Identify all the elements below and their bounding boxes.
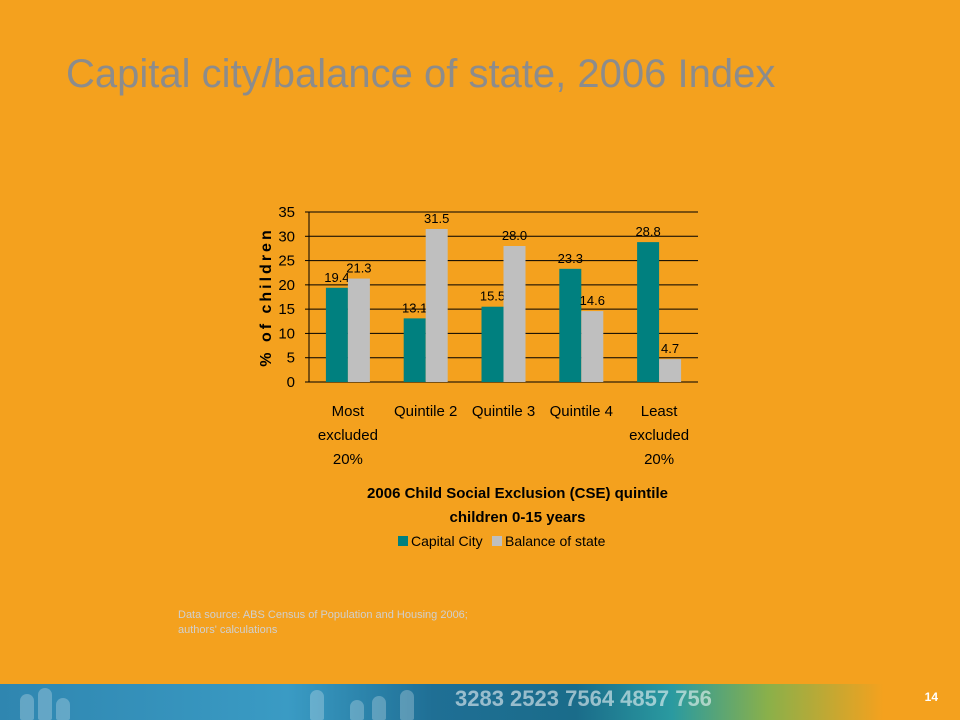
- page-number: 14: [924, 690, 938, 704]
- y-tick-label: 15: [278, 301, 295, 318]
- data-label: 19.4: [324, 270, 349, 285]
- bar-capital-city: [559, 268, 582, 382]
- data-label: 28.8: [635, 224, 660, 239]
- data-source-line: authors' calculations: [178, 624, 278, 636]
- bar-balance-of-state: [347, 278, 370, 382]
- x-tick-label: Quintile 2: [394, 403, 457, 420]
- x-tick-label: 20%: [644, 451, 674, 468]
- bar-capital-city: [325, 287, 348, 382]
- data-label: 13.1: [402, 300, 427, 315]
- y-tick-label: 30: [278, 228, 295, 245]
- legend-swatch-capital-city: [398, 536, 408, 546]
- x-tick-label: Quintile 4: [550, 403, 613, 420]
- data-source-line: Data source: ABS Census of Population an…: [178, 609, 468, 621]
- person-figure-icon: [372, 696, 386, 720]
- y-tick-label: 5: [287, 350, 295, 367]
- x-tick-label: Quintile 3: [472, 403, 535, 420]
- data-label: 28.0: [502, 228, 527, 243]
- data-label: 23.3: [558, 251, 583, 266]
- y-tick-label: 0: [287, 374, 295, 391]
- y-tick-label: 20: [278, 277, 295, 294]
- x-tick-label: Least: [641, 403, 679, 420]
- y-axis-label: % of children: [258, 227, 275, 366]
- legend-label: Balance of state: [505, 533, 606, 549]
- bar-balance-of-state: [581, 311, 604, 382]
- data-label: 21.3: [346, 261, 371, 276]
- person-figure-icon: [400, 690, 414, 720]
- footer-decoration-band: 3283 2523 7564 4857 756: [0, 684, 960, 720]
- y-tick-label: 35: [278, 204, 295, 221]
- bar-balance-of-state: [503, 246, 526, 382]
- y-tick-label: 25: [278, 253, 295, 270]
- x-axis-label: 2006 Child Social Exclusion (CSE) quinti…: [367, 485, 668, 502]
- person-figure-icon: [56, 698, 70, 720]
- bar-balance-of-state: [659, 359, 682, 382]
- data-label: 15.5: [480, 289, 505, 304]
- slide-title: Capital city/balance of state, 2006 Inde…: [66, 52, 776, 96]
- data-source-note: Data source: ABS Census of Population an…: [178, 608, 468, 638]
- legend-label: Capital City: [411, 533, 483, 549]
- legend-swatch-balance-of-state: [492, 536, 502, 546]
- bar-capital-city: [403, 318, 426, 382]
- person-figure-icon: [310, 690, 324, 720]
- x-tick-label: Most: [332, 403, 365, 420]
- bar-capital-city: [637, 242, 660, 382]
- data-label: 31.5: [424, 211, 449, 226]
- person-figure-icon: [20, 694, 34, 720]
- person-figure-icon: [38, 688, 52, 720]
- y-tick-label: 10: [278, 325, 295, 342]
- data-label: 4.7: [661, 341, 679, 356]
- x-tick-label: excluded: [318, 427, 378, 444]
- data-label: 14.6: [580, 293, 605, 308]
- x-tick-label: excluded: [629, 427, 689, 444]
- x-tick-label: 20%: [333, 451, 363, 468]
- x-axis-label: children 0-15 years: [450, 509, 586, 526]
- bar-capital-city: [481, 306, 504, 382]
- person-figure-icon: [350, 700, 364, 720]
- bar-balance-of-state: [425, 229, 448, 382]
- footer-numbers: 3283 2523 7564 4857 756: [455, 686, 712, 711]
